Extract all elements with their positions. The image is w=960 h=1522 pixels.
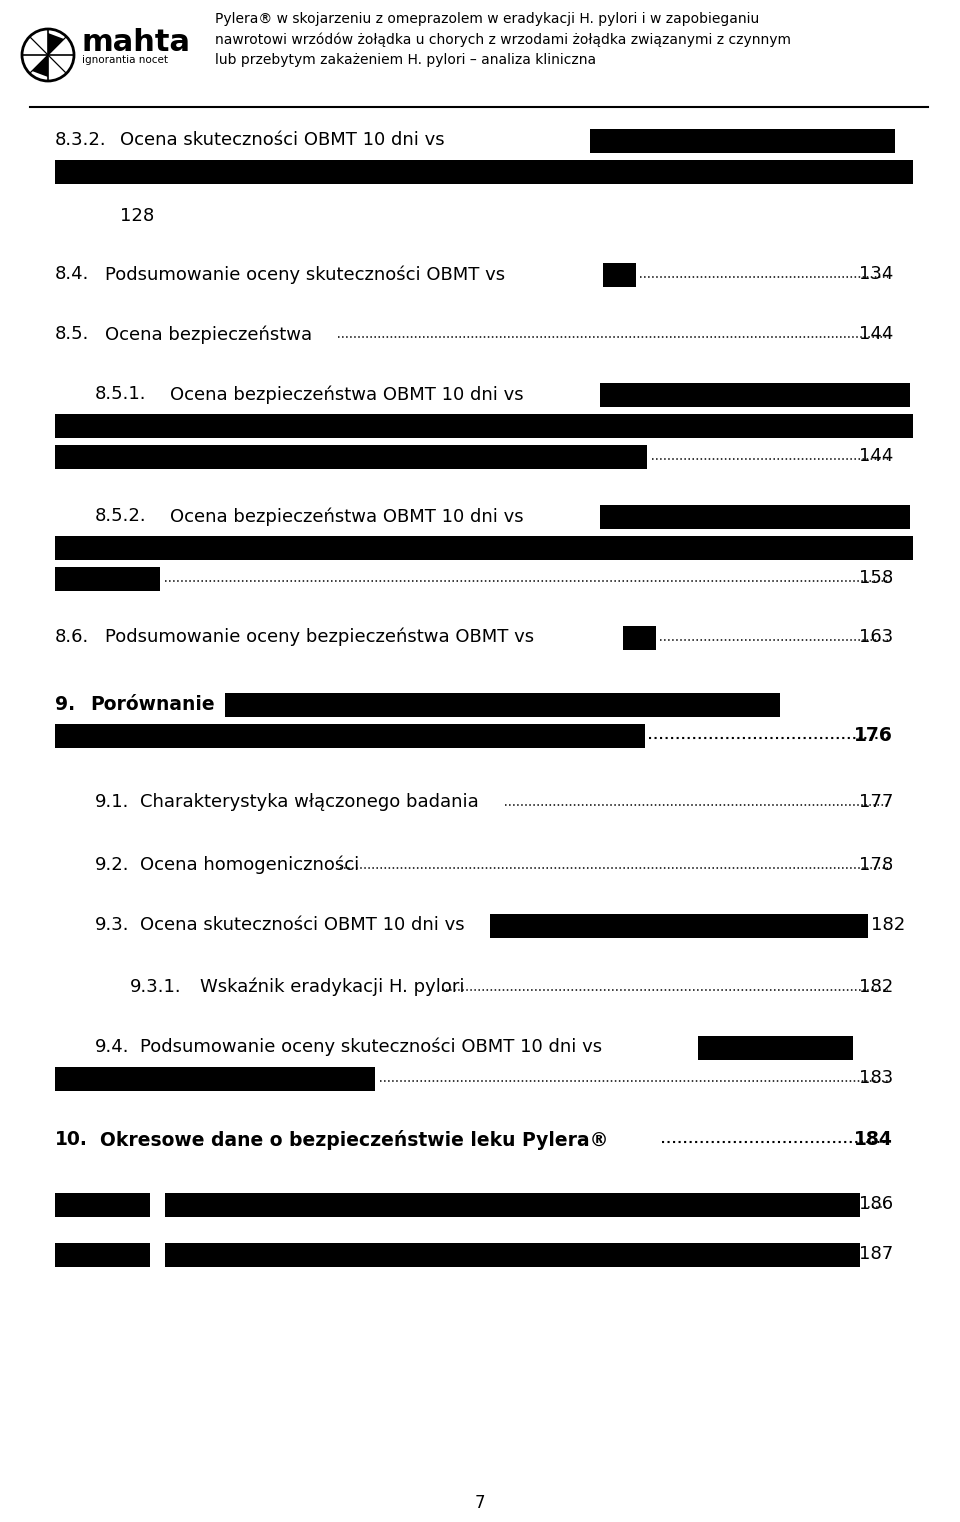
Text: ignorantia nocet: ignorantia nocet	[82, 55, 168, 65]
Bar	[55, 1193, 150, 1218]
Text: Ocena homogeniczności: Ocena homogeniczności	[140, 855, 359, 875]
Text: 163: 163	[859, 629, 893, 645]
Bar	[600, 384, 910, 406]
Bar	[623, 626, 656, 650]
Bar	[165, 1193, 860, 1218]
Bar	[55, 444, 647, 469]
Bar	[603, 263, 636, 288]
Text: 8.5.2.: 8.5.2.	[95, 507, 147, 525]
Text: 177: 177	[858, 793, 893, 811]
Text: 8.4.: 8.4.	[55, 265, 89, 283]
Bar	[590, 129, 895, 154]
Bar	[55, 1243, 150, 1266]
Text: mahta: mahta	[82, 27, 191, 56]
Text: 182: 182	[859, 979, 893, 995]
Bar	[55, 724, 645, 747]
Text: Okresowe dane o bezpieczeństwie leku Pylera®: Okresowe dane o bezpieczeństwie leku Pyl…	[100, 1129, 609, 1151]
Text: Charakterystyka włączonego badania: Charakterystyka włączonego badania	[140, 793, 479, 811]
Text: 176: 176	[854, 726, 893, 744]
Text: 182: 182	[871, 916, 905, 935]
Bar	[55, 414, 913, 438]
Text: Ocena bezpieczeństwa OBMT 10 dni vs: Ocena bezpieczeństwa OBMT 10 dni vs	[170, 507, 523, 525]
Text: 8.5.1.: 8.5.1.	[95, 385, 147, 403]
Text: 144: 144	[858, 447, 893, 466]
Text: Ocena bezpieczeństwa: Ocena bezpieczeństwa	[105, 326, 312, 344]
Text: 8.6.: 8.6.	[55, 629, 89, 645]
Text: Podsumowanie oceny skuteczności OBMT vs: Podsumowanie oceny skuteczności OBMT vs	[105, 265, 505, 283]
Text: 9.3.1.: 9.3.1.	[130, 979, 181, 995]
Text: 186: 186	[859, 1195, 893, 1213]
Text: 8.3.2.: 8.3.2.	[55, 131, 107, 149]
Text: Pylera® w skojarzeniu z omeprazolem w eradykacji H. pylori i w zapobieganiu
nawr: Pylera® w skojarzeniu z omeprazolem w er…	[215, 12, 791, 67]
Text: Podsumowanie oceny bezpieczeństwa OBMT vs: Podsumowanie oceny bezpieczeństwa OBMT v…	[105, 629, 534, 647]
Bar	[55, 160, 913, 184]
Text: 183: 183	[859, 1068, 893, 1087]
Text: 9.2.: 9.2.	[95, 855, 130, 874]
Bar	[600, 505, 910, 530]
Text: 10.: 10.	[55, 1129, 88, 1149]
Text: 187: 187	[859, 1245, 893, 1263]
Polygon shape	[48, 33, 64, 55]
Bar	[698, 1036, 853, 1059]
Text: Ocena bezpieczeństwa OBMT 10 dni vs: Ocena bezpieczeństwa OBMT 10 dni vs	[170, 385, 523, 403]
Text: 9.3.: 9.3.	[95, 916, 130, 935]
Text: 7: 7	[475, 1495, 485, 1511]
Bar	[165, 1243, 860, 1266]
Text: Ocena skuteczności OBMT 10 dni vs: Ocena skuteczności OBMT 10 dni vs	[120, 131, 444, 149]
Text: 158: 158	[859, 569, 893, 587]
Text: Ocena skuteczności OBMT 10 dni vs: Ocena skuteczności OBMT 10 dni vs	[140, 916, 465, 935]
Text: 9.: 9.	[55, 696, 75, 714]
Text: 128: 128	[120, 207, 155, 225]
Bar	[55, 536, 913, 560]
Text: 184: 184	[854, 1129, 893, 1149]
Text: Podsumowanie oceny skuteczności OBMT 10 dni vs: Podsumowanie oceny skuteczności OBMT 10 …	[140, 1038, 602, 1056]
Bar	[55, 1067, 375, 1091]
Text: 144: 144	[858, 326, 893, 342]
Text: 8.5.: 8.5.	[55, 326, 89, 342]
Bar	[225, 693, 780, 717]
Text: 9.1.: 9.1.	[95, 793, 130, 811]
Text: 9.4.: 9.4.	[95, 1038, 130, 1056]
Bar	[55, 568, 160, 591]
Text: Wskaźnik eradykacji H. pylori: Wskaźnik eradykacji H. pylori	[200, 979, 465, 997]
Text: 178: 178	[859, 855, 893, 874]
Polygon shape	[32, 55, 48, 78]
Bar	[490, 915, 868, 938]
Text: Porównanie: Porównanie	[90, 696, 215, 714]
Text: 134: 134	[858, 265, 893, 283]
